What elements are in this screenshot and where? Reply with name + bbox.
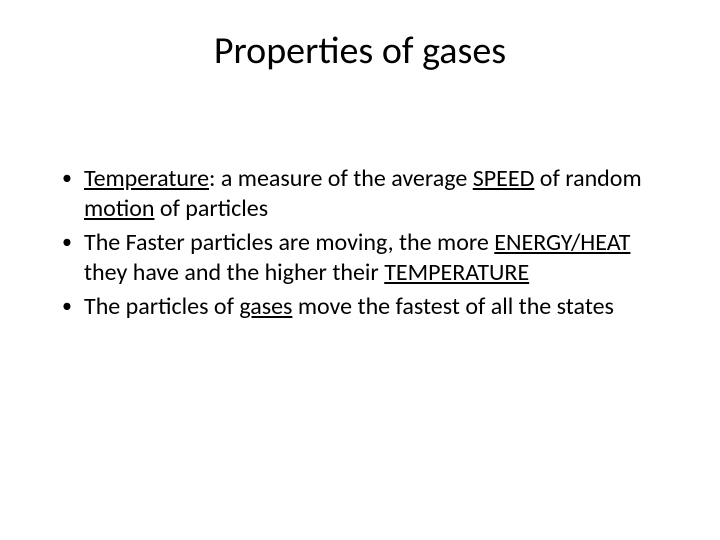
plain-text: The Faster particles are moving, the mor… [84,228,494,257]
slide-title: Properties of gases [56,28,664,74]
underlined-text: Temperature [84,164,209,193]
underlined-text: motion [84,194,154,223]
underlined-text: TEMPERATURE [384,258,529,287]
plain-text: move the fastest of all the states [292,292,614,321]
underlined-text: SPEED [473,164,535,193]
bullet-item: The Faster particles are moving, the mor… [56,228,664,288]
underlined-text: gases [239,292,292,321]
bullet-list: Temperature: a measure of the average SP… [56,164,664,322]
underlined-text: ENERGY/HEAT [494,228,630,257]
bullet-item: The particles of gases move the fastest … [56,292,664,322]
bullet-item: Temperature: a measure of the average SP… [56,164,664,224]
plain-text: of particles [154,194,268,223]
plain-text: : a measure of the average [209,164,473,193]
plain-text: they have and the higher their [84,258,384,287]
plain-text: of random [534,164,641,193]
plain-text: The particles of [84,292,239,321]
slide: Properties of gases Temperature: a measu… [0,0,720,540]
